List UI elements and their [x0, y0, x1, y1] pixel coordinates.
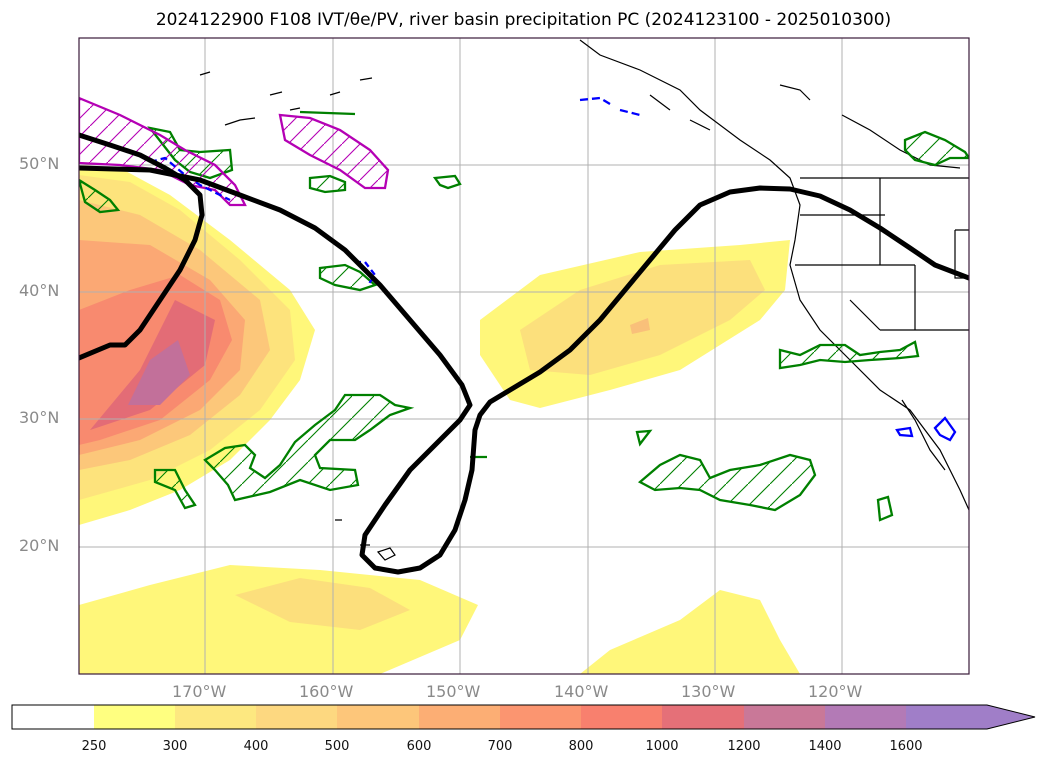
ivt-shading-central	[480, 240, 790, 408]
colorbar-tick: 600	[406, 739, 432, 754]
lat-label-20n: 20°N	[19, 536, 60, 555]
lon-label-120w: 120°W	[808, 682, 863, 701]
lon-label-140w: 140°W	[554, 682, 609, 701]
plot-frame	[78, 37, 970, 675]
colorbar-tick: 500	[324, 739, 350, 754]
colorbar-tick: 400	[243, 739, 269, 754]
coastlines	[199, 39, 969, 561]
colorbar-tick: 700	[487, 739, 513, 754]
colorbar-tick: 1200	[727, 739, 761, 754]
colorbar-tick: 1400	[808, 739, 842, 754]
pv-contours	[79, 110, 969, 522]
graticule	[79, 38, 969, 674]
map-title: 2024122900 F108 IVT/θe/PV, river basin p…	[155, 10, 892, 30]
ivt-shading-west	[79, 165, 315, 525]
magenta-contours	[79, 96, 390, 207]
lon-label-150w: 150°W	[426, 682, 481, 701]
colorbar-tick: 300	[162, 739, 188, 754]
colorbar-tick: 1000	[645, 739, 679, 754]
theta-e-contour	[79, 132, 969, 575]
lat-label-50n: 50°N	[19, 154, 60, 173]
colorbar-tick: 250	[81, 739, 107, 754]
lon-label-160w: 160°W	[299, 682, 354, 701]
ivt-shading-south	[79, 565, 800, 674]
colorbar-tick: 1600	[889, 739, 923, 754]
lon-label-130w: 130°W	[681, 682, 736, 701]
lon-label-170w: 170°W	[172, 682, 227, 701]
colorbar	[11, 704, 1036, 730]
lat-label-40n: 40°N	[19, 281, 60, 300]
colorbar-tick: 800	[568, 739, 594, 754]
lat-label-30n: 30°N	[19, 408, 60, 427]
